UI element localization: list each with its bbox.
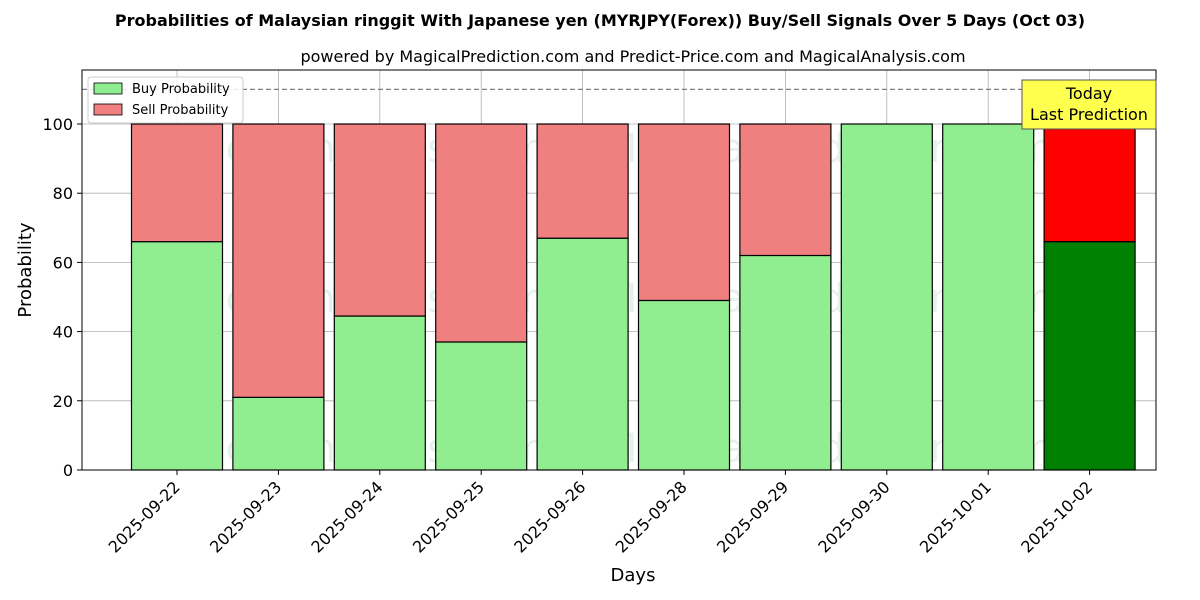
y-tick-label: 100 xyxy=(42,115,73,134)
sell-bar xyxy=(739,123,832,257)
sell-bar xyxy=(637,123,731,302)
x-tick-label: 2025-09-23 xyxy=(206,477,285,556)
buy-bar xyxy=(739,254,832,471)
annotation-box xyxy=(1021,79,1157,130)
buy-bar xyxy=(942,123,1035,471)
sell-bar xyxy=(232,123,325,398)
today-annotation: Today Last Prediction xyxy=(1021,79,1157,130)
y-axis: 0 20 40 60 80 100 xyxy=(42,115,82,480)
sell-bar xyxy=(1043,123,1136,243)
legend-label-buy: Buy Probability xyxy=(132,82,230,97)
bars xyxy=(130,123,1136,471)
x-tick-label: 2025-10-01 xyxy=(916,477,995,556)
buy-bar xyxy=(840,123,933,471)
annotation-line1: Today xyxy=(1065,84,1112,103)
legend: Buy Probability Sell Probability xyxy=(87,76,244,124)
x-tick-label: 2025-09-29 xyxy=(713,477,792,556)
buy-bar xyxy=(1043,241,1136,471)
y-axis-title: Probability xyxy=(15,222,36,317)
x-axis: 2025-09-22 2025-09-23 2025-09-24 2025-09-25… xyxy=(105,470,1096,557)
y-tick-label: 0 xyxy=(63,461,73,480)
annotation-line2: Last Prediction xyxy=(1030,105,1148,124)
legend-frame xyxy=(87,76,244,124)
buy-bar xyxy=(637,299,731,471)
buy-bar xyxy=(435,341,528,471)
sell-bar xyxy=(435,123,528,343)
y-tick-label: 40 xyxy=(53,323,73,342)
buy-bar xyxy=(536,237,629,471)
legend-label-sell: Sell Probability xyxy=(132,103,229,118)
buy-bar xyxy=(130,241,224,471)
x-tick-label: 2025-09-22 xyxy=(105,477,184,556)
x-tick-label: 2025-09-26 xyxy=(510,477,589,556)
y-tick-label: 60 xyxy=(53,253,73,272)
legend-swatch-sell xyxy=(93,103,123,116)
chart-subtitle: powered by MagicalPrediction.com and Pre… xyxy=(300,47,965,66)
x-tick-label: 2025-09-25 xyxy=(409,477,488,556)
x-tick-label: 2025-09-28 xyxy=(612,477,691,556)
x-tick-label: 2025-10-02 xyxy=(1017,477,1096,556)
y-tick-label: 80 xyxy=(53,184,73,203)
plot-frame xyxy=(81,69,1157,471)
buy-bar xyxy=(232,396,325,471)
legend-swatch-buy xyxy=(93,82,123,95)
y-tick-label: 20 xyxy=(53,392,73,411)
chart-title: Probabilities of Malaysian ringgit With … xyxy=(115,11,1085,30)
sell-bar xyxy=(130,123,224,243)
sell-bar xyxy=(333,123,426,317)
x-tick-label: 2025-09-24 xyxy=(307,477,386,556)
sell-bar xyxy=(536,123,629,239)
x-axis-title: Days xyxy=(611,565,656,586)
x-tick-label: 2025-09-30 xyxy=(814,477,893,556)
buy-bar xyxy=(333,315,426,471)
